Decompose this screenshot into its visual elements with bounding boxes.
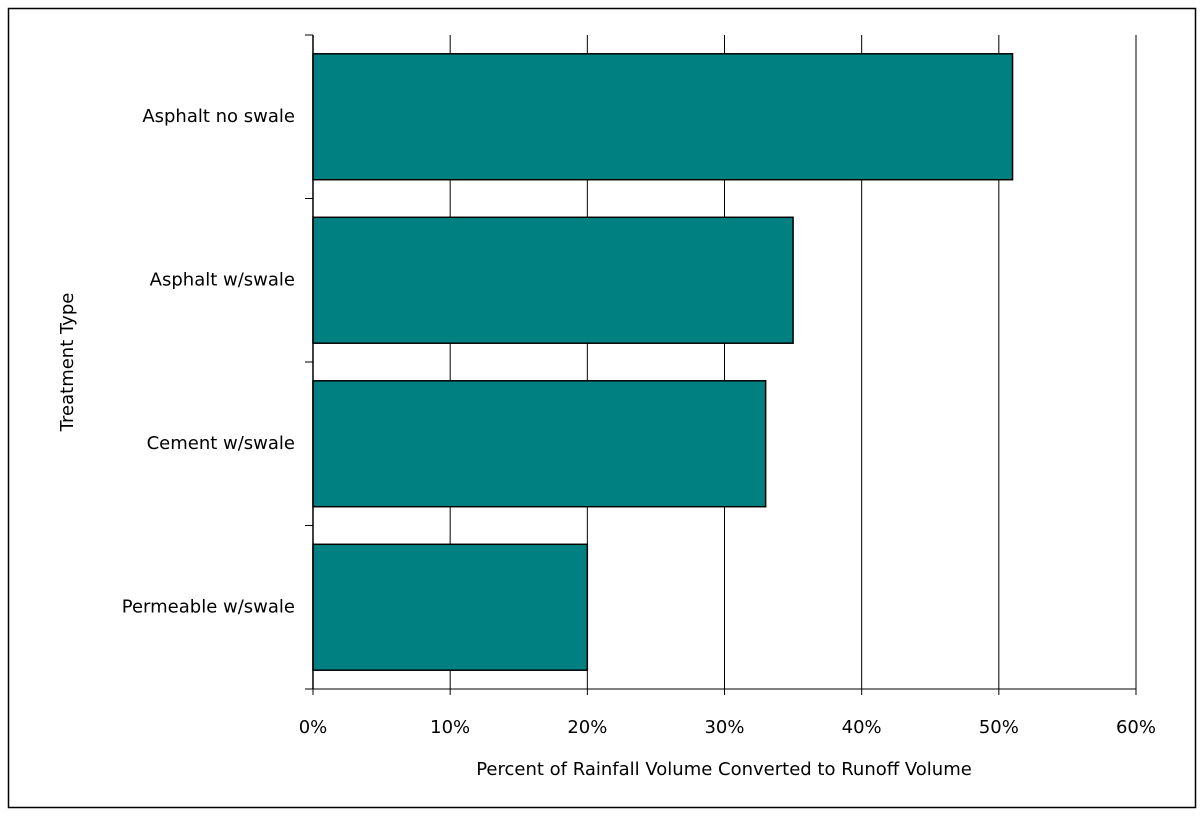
y-axis-title: Treatment Type <box>57 293 78 433</box>
x-tick-label: 40% <box>842 717 882 738</box>
x-tick-label: 60% <box>1116 717 1156 738</box>
bar <box>312 53 1014 181</box>
x-tick-label: 20% <box>567 717 607 738</box>
y-tick-label: Permeable w/swale <box>122 596 295 617</box>
x-tick-label: 10% <box>430 717 470 738</box>
y-tick-label: Cement w/swale <box>147 433 295 454</box>
x-tick-label: 30% <box>704 717 744 738</box>
bar <box>312 543 589 671</box>
x-tick-label: 50% <box>979 717 1019 738</box>
bar <box>312 380 767 508</box>
x-axis-title: Percent of Rainfall Volume Converted to … <box>476 759 972 780</box>
y-tick-label: Asphalt no swale <box>142 106 295 127</box>
bar <box>312 216 794 344</box>
y-tick-label: Asphalt w/swale <box>150 269 295 290</box>
x-tick-label: 0% <box>299 717 328 738</box>
